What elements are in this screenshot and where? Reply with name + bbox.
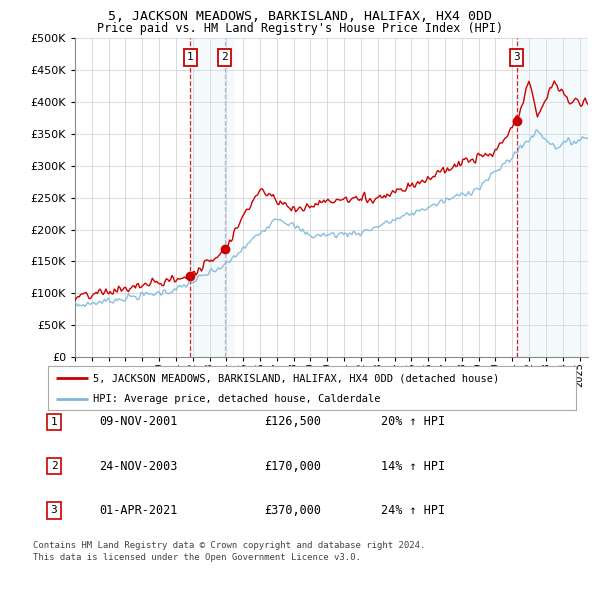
Text: 5, JACKSON MEADOWS, BARKISLAND, HALIFAX, HX4 0DD: 5, JACKSON MEADOWS, BARKISLAND, HALIFAX,… — [108, 10, 492, 23]
Text: 24-NOV-2003: 24-NOV-2003 — [99, 460, 178, 473]
Text: 2: 2 — [221, 53, 228, 63]
Text: 5, JACKSON MEADOWS, BARKISLAND, HALIFAX, HX4 0DD (detached house): 5, JACKSON MEADOWS, BARKISLAND, HALIFAX,… — [93, 373, 499, 383]
Bar — [517, 38, 588, 357]
Text: HPI: Average price, detached house, Calderdale: HPI: Average price, detached house, Cald… — [93, 394, 380, 404]
Text: Price paid vs. HM Land Registry's House Price Index (HPI): Price paid vs. HM Land Registry's House … — [97, 22, 503, 35]
Text: 1: 1 — [50, 417, 58, 427]
Text: 01-APR-2021: 01-APR-2021 — [99, 504, 178, 517]
Text: Contains HM Land Registry data © Crown copyright and database right 2024.: Contains HM Land Registry data © Crown c… — [33, 540, 425, 549]
Text: £126,500: £126,500 — [264, 415, 321, 428]
Text: 24% ↑ HPI: 24% ↑ HPI — [381, 504, 445, 517]
Text: £170,000: £170,000 — [264, 460, 321, 473]
Text: £370,000: £370,000 — [264, 504, 321, 517]
Text: 3: 3 — [513, 53, 520, 63]
Text: 2: 2 — [50, 461, 58, 471]
Bar — [224, 38, 235, 357]
Text: This data is licensed under the Open Government Licence v3.0.: This data is licensed under the Open Gov… — [33, 553, 361, 562]
Text: 1: 1 — [187, 53, 194, 63]
Text: 14% ↑ HPI: 14% ↑ HPI — [381, 460, 445, 473]
Text: 09-NOV-2001: 09-NOV-2001 — [99, 415, 178, 428]
Text: 20% ↑ HPI: 20% ↑ HPI — [381, 415, 445, 428]
Bar — [190, 38, 224, 357]
Text: 3: 3 — [50, 506, 58, 515]
